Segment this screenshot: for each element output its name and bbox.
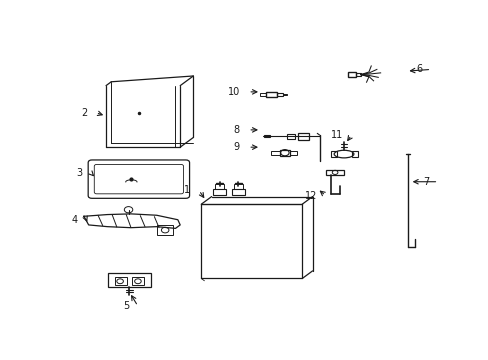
Bar — [351, 151, 357, 157]
Bar — [156, 225, 173, 235]
Bar — [213, 189, 226, 195]
Text: 5: 5 — [123, 301, 129, 311]
Bar — [330, 151, 336, 157]
Bar — [132, 277, 143, 285]
Bar — [355, 73, 360, 76]
Bar — [108, 273, 150, 287]
Text: 8: 8 — [233, 125, 239, 135]
Bar — [286, 134, 295, 139]
Bar — [271, 150, 279, 155]
Bar — [325, 170, 344, 175]
Text: 12: 12 — [304, 190, 317, 201]
Bar — [283, 94, 286, 95]
Text: 7: 7 — [423, 177, 429, 187]
Bar — [264, 135, 269, 138]
Bar — [265, 92, 277, 97]
Bar — [215, 184, 224, 189]
Text: 2: 2 — [81, 108, 87, 118]
Bar — [260, 93, 265, 96]
Bar — [347, 72, 355, 77]
Text: 1: 1 — [184, 185, 190, 195]
Bar — [115, 277, 127, 285]
Bar — [279, 150, 289, 156]
Text: 11: 11 — [330, 130, 343, 140]
Bar — [231, 189, 244, 195]
Bar — [289, 150, 297, 155]
Text: 10: 10 — [227, 87, 239, 97]
Text: 6: 6 — [416, 64, 422, 75]
Bar — [233, 184, 243, 189]
Text: 3: 3 — [76, 168, 82, 178]
Bar — [298, 132, 308, 140]
Text: 9: 9 — [233, 142, 239, 152]
Bar — [277, 93, 283, 96]
Text: 4: 4 — [72, 215, 78, 225]
